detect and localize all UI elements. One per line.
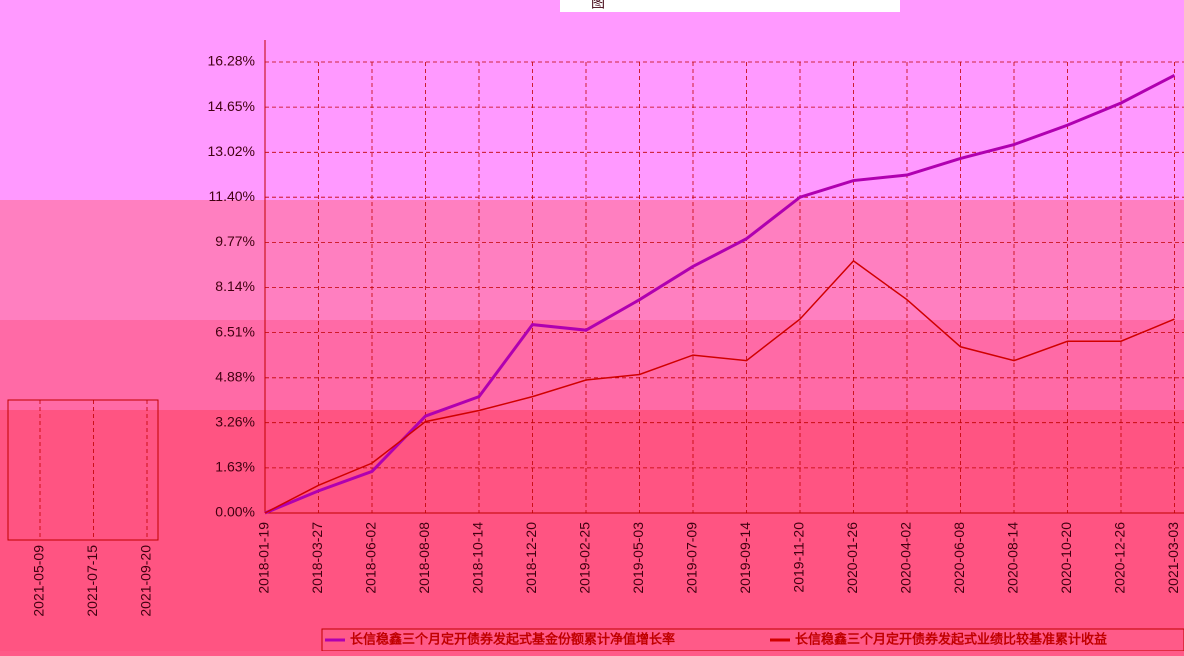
y-tick-label: 4.88% <box>215 369 255 385</box>
x-tick-label: 2019-07-09 <box>684 522 700 594</box>
x-tick-label: 2020-01-26 <box>844 522 860 594</box>
x-tick-label: 2020-06-08 <box>951 522 967 594</box>
x-tick-label: 2018-06-02 <box>363 522 379 594</box>
x-tick-label: 2018-10-14 <box>470 522 486 594</box>
x-tick-label: 2021-05-09 <box>31 545 47 617</box>
x-tick-label: 2018-08-08 <box>416 522 432 594</box>
x-tick-label: 2021-07-15 <box>84 545 100 617</box>
legend: 长信稳鑫三个月定开债券发起式基金份额累计净值增长率 长信稳鑫三个月定开债券发起式业… <box>322 629 1184 651</box>
y-tick-label: 11.40% <box>209 188 255 204</box>
chart: 图 长信稳鑫三个月定开债券发起式基金份额累计净值增长率长信稳鑫三个月定开债券发起… <box>0 0 1184 651</box>
legend-label: 长信稳鑫三个月定开债券发起式业绩比较基准累计收益 <box>795 632 1107 648</box>
x-tick-label: 2018-12-20 <box>523 522 539 594</box>
chart-title: 图 <box>591 0 605 11</box>
x-tick-label: 2018-03-27 <box>309 522 325 594</box>
y-tick-label: 16.28% <box>208 53 255 69</box>
y-tick-label: 8.14% <box>215 278 255 294</box>
x-tick-label: 2020-10-20 <box>1058 522 1074 594</box>
band <box>0 320 1184 410</box>
y-tick-label: 1.63% <box>215 459 255 475</box>
x-tick-label: 2021-09-20 <box>138 545 154 617</box>
x-tick-label: 2019-11-20 <box>791 522 807 593</box>
y-tick-label: 0.00% <box>215 504 255 520</box>
x-tick-label: 2019-05-03 <box>630 522 646 594</box>
page: 图 长信稳鑫三个月定开债券发起式基金份额累计净值增长率长信稳鑫三个月定开债券发起… <box>0 0 1184 651</box>
y-tick-label: 3.26% <box>215 413 255 429</box>
legend-label: 长信稳鑫三个月定开债券发起式基金份额累计净值增长率 <box>350 632 675 648</box>
y-tick-label: 14.65% <box>208 98 255 114</box>
x-tick-label: 2018-01-19 <box>256 522 272 594</box>
y-tick-label: 9.77% <box>215 233 255 249</box>
x-tick-label: 2021-03-03 <box>1165 522 1181 594</box>
band <box>0 200 1184 320</box>
x-tick-label: 2020-04-02 <box>898 522 914 594</box>
x-tick-label: 2019-02-25 <box>577 522 593 594</box>
x-tick-label: 2019-09-14 <box>737 522 753 594</box>
y-tick-label: 6.51% <box>215 323 255 339</box>
title-bg <box>560 0 900 12</box>
y-tick-label: 13.02% <box>208 143 255 159</box>
x-tick-label: 2020-08-14 <box>1005 522 1021 594</box>
x-tick-label: 2020-12-26 <box>1112 522 1128 594</box>
band <box>0 0 1184 200</box>
